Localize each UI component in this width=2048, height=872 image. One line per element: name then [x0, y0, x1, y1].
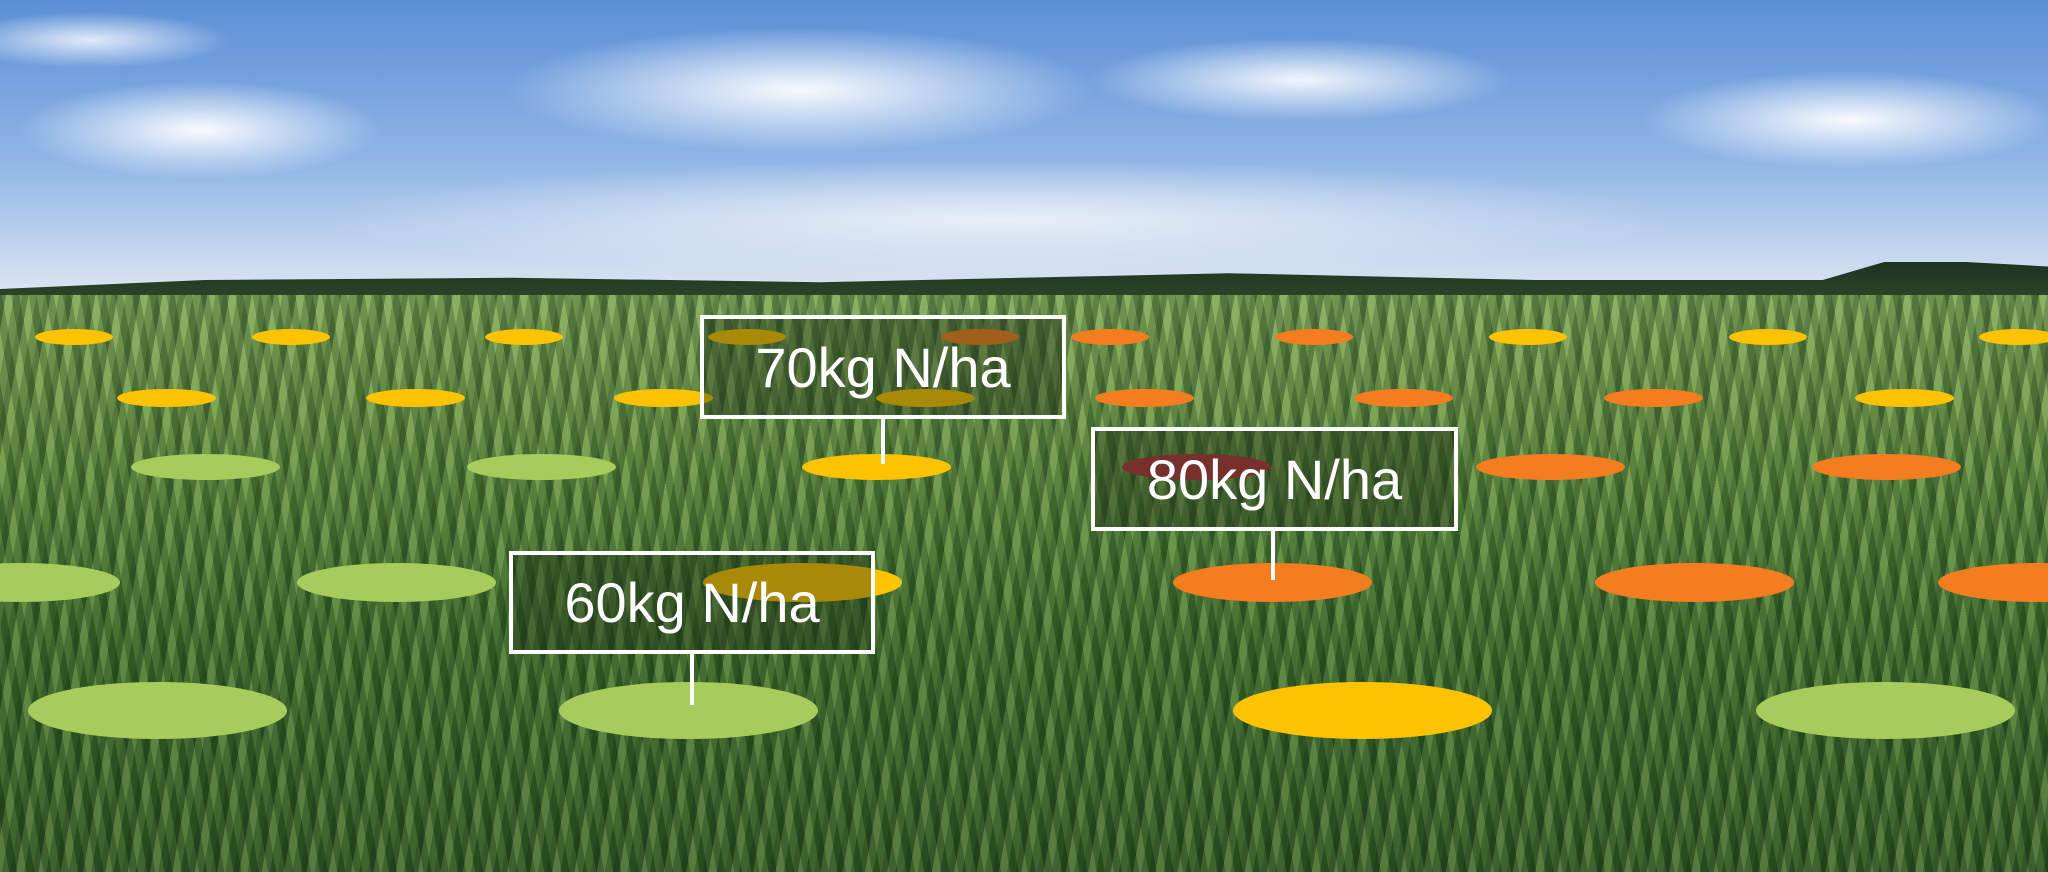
zone-marker-orange: [1094, 389, 1194, 407]
zone-marker-orange: [1811, 454, 1961, 480]
zone-marker-yellow: [613, 389, 713, 407]
zone-marker-orange: [1475, 454, 1625, 480]
zone-marker-yellow: [708, 329, 786, 345]
callout-70kg: 70kg N/ha: [700, 315, 1066, 419]
zone-marker-yellow: [35, 329, 113, 345]
zone-marker-yellow: [801, 454, 951, 480]
zone-marker-yellow: [1232, 681, 1492, 739]
zone-marker-yellow: [875, 389, 975, 407]
zone-marker-yellow: [116, 389, 216, 407]
zone-marker-green: [1755, 681, 2015, 739]
zone-marker-green: [296, 562, 496, 602]
zone-marker-green: [558, 681, 818, 739]
zone-marker-orange: [1603, 389, 1703, 407]
zone-marker-yellow: [1854, 389, 1954, 407]
zone-marker-yellow: [1489, 329, 1567, 345]
zone-marker-orange: [1275, 329, 1353, 345]
zone-marker-yellow: [702, 562, 902, 602]
callout-leader-70: [881, 418, 885, 464]
zone-marker-green: [466, 454, 616, 480]
sky: [0, 0, 2048, 290]
zone-marker-orange: [1353, 389, 1453, 407]
zone-marker-green: [130, 454, 280, 480]
zone-marker-orange: [941, 329, 1019, 345]
zone-marker-yellow: [485, 329, 563, 345]
zone-marker-green: [27, 681, 287, 739]
callout-60kg: 60kg N/ha: [509, 551, 875, 654]
zone-marker-yellow: [1729, 329, 1807, 345]
callout-label: 80kg N/ha: [1146, 447, 1403, 511]
callout-label: 60kg N/ha: [564, 571, 820, 634]
callout-leader-80: [1271, 530, 1275, 580]
zone-marker-yellow: [365, 389, 465, 407]
zone-marker-yellow: [252, 329, 330, 345]
callout-label: 70kg N/ha: [755, 335, 1011, 399]
zone-marker-red: [1121, 454, 1271, 480]
zone-marker-orange: [1594, 562, 1794, 602]
zone-marker-orange: [1071, 329, 1149, 345]
callout-leader-60: [690, 653, 694, 705]
zone-marker-yellow: [1979, 329, 2048, 345]
callout-80kg: 80kg N/ha: [1091, 427, 1458, 531]
